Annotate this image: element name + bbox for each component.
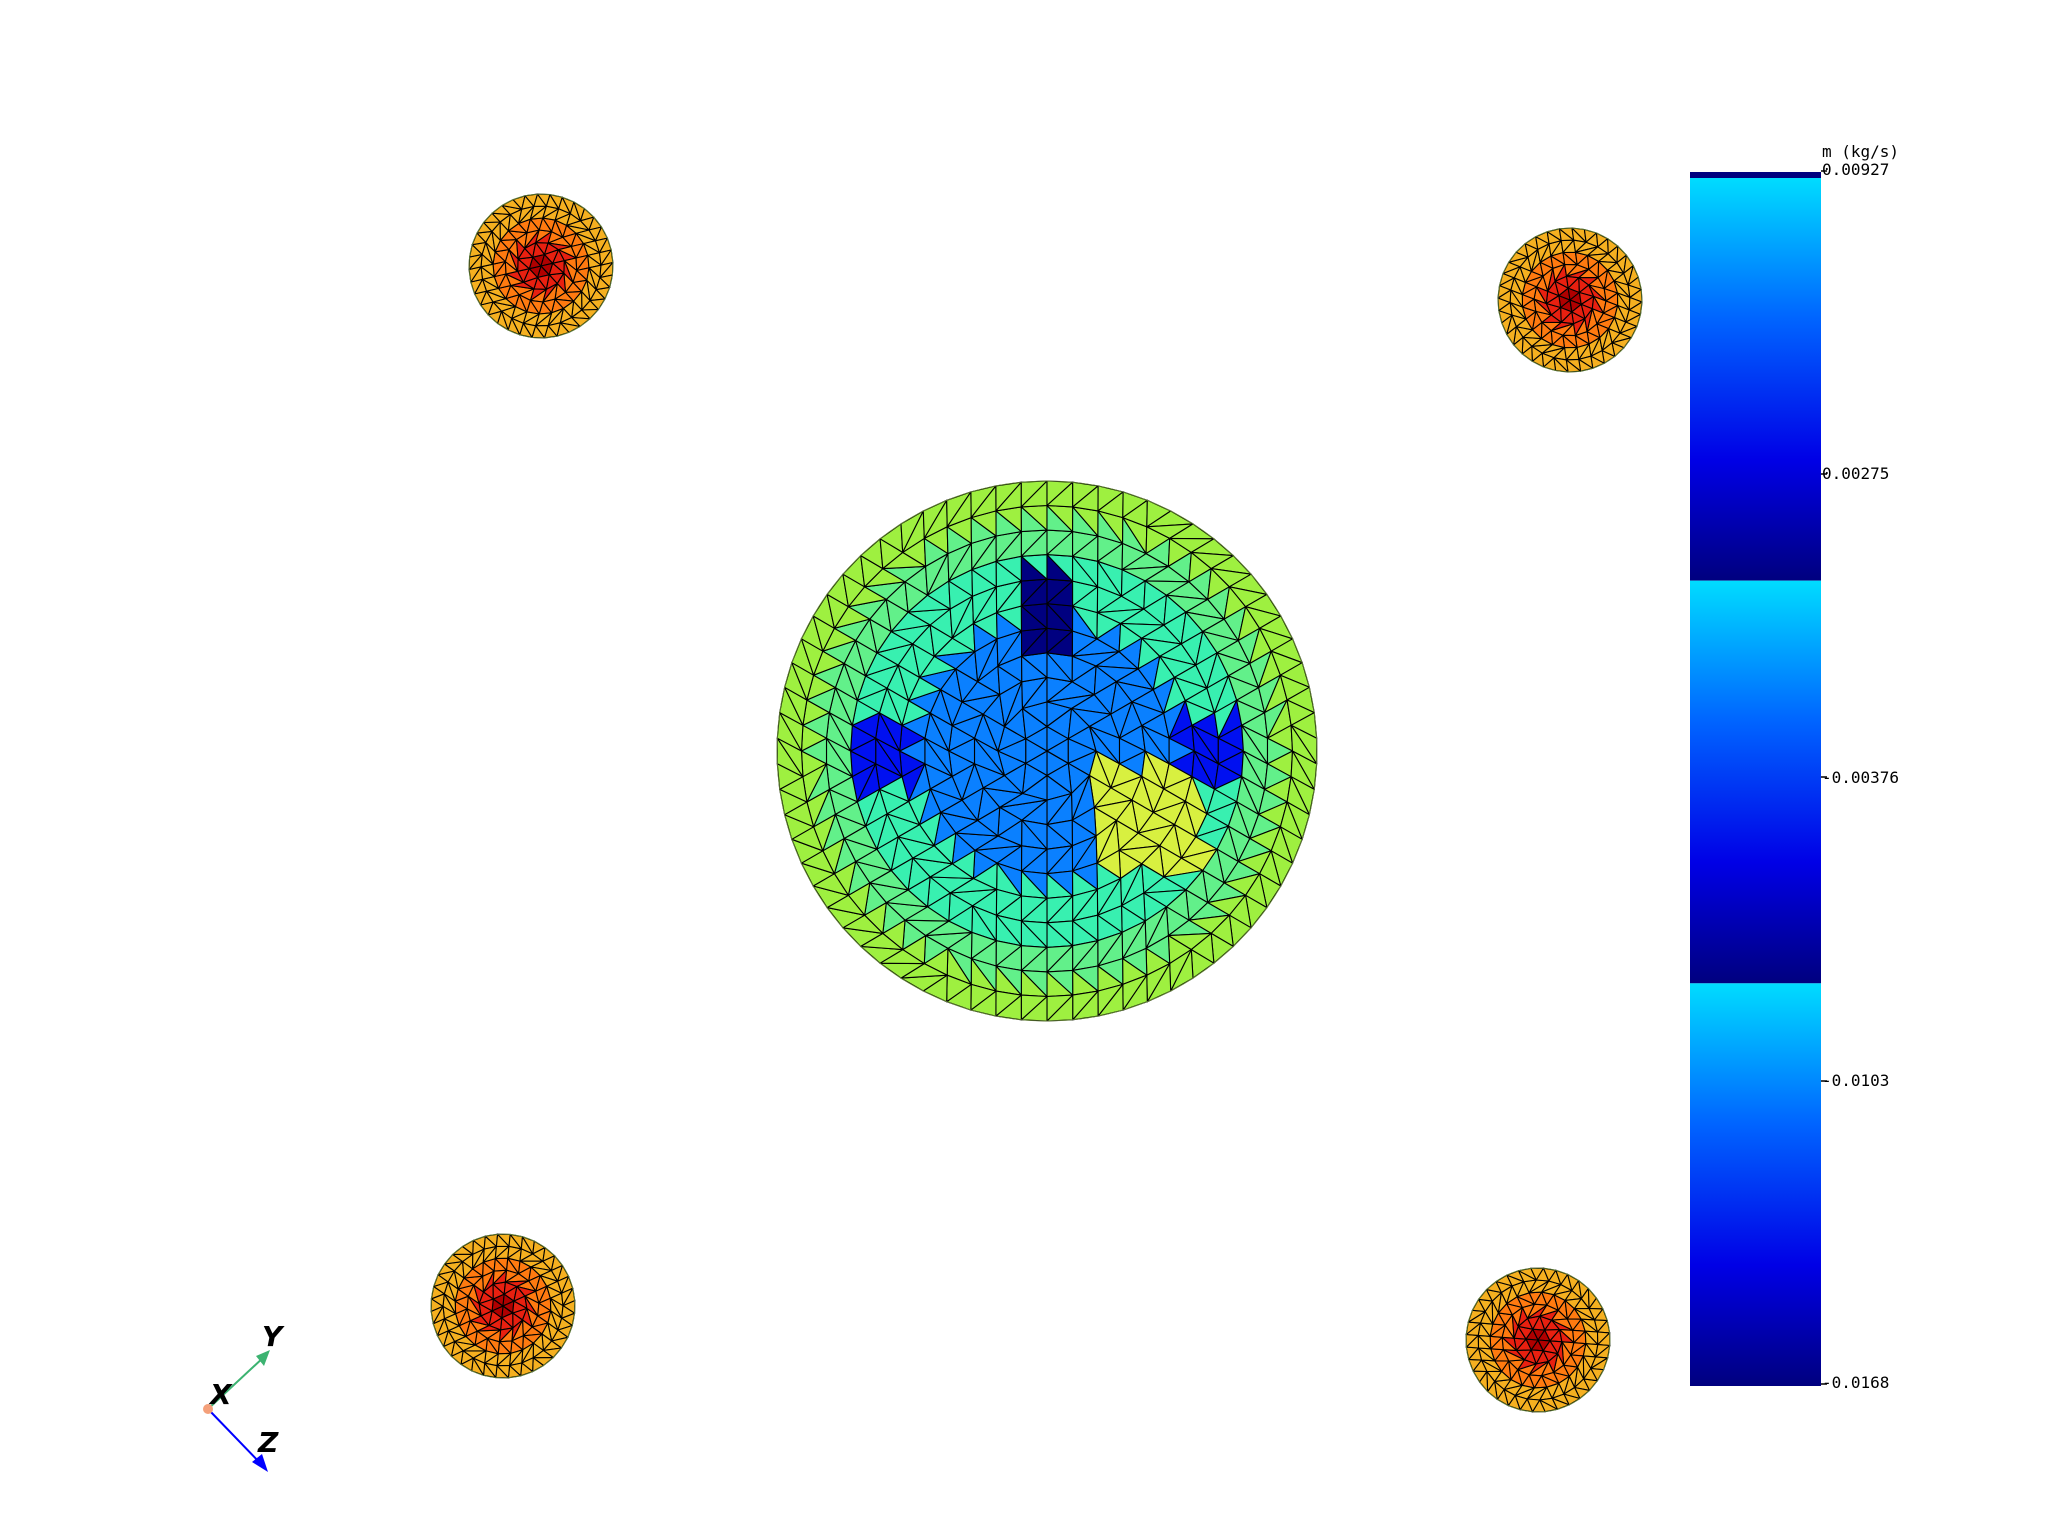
colorbar-band (1690, 580, 1821, 984)
mesh-triangle (1584, 308, 1593, 333)
mesh-triangle (537, 1302, 552, 1317)
heat-disk-bottom-right (1465, 1267, 1611, 1413)
mesh-triangle (1586, 323, 1601, 339)
colorbar-band (1690, 983, 1821, 1386)
mesh-triangle (1141, 725, 1170, 765)
mesh-triangle (1571, 303, 1586, 320)
mesh-triangle (1577, 1355, 1585, 1380)
axis-x-origin (203, 1404, 213, 1414)
mesh-triangle (1217, 737, 1244, 765)
mesh-triangle (563, 260, 574, 283)
orientation-axes: YXZ (203, 1320, 285, 1472)
colorbar-tick-label: 0.00927 (1822, 160, 1890, 179)
mesh-triangle (548, 262, 565, 276)
disk-outline (1497, 227, 1643, 373)
colorbar-tick-label: -0.00376 (1822, 768, 1900, 787)
mesh-triangle (1601, 342, 1616, 357)
disk-outline (430, 1233, 576, 1379)
mesh-triangle (1088, 725, 1121, 765)
mesh-triangle (524, 1295, 539, 1317)
mesh-triangle (549, 1297, 563, 1319)
disk-outline (468, 193, 614, 339)
axis-z-line (207, 1408, 263, 1466)
mesh-triangle (572, 269, 588, 283)
disk-outline (776, 480, 1318, 1022)
colorbar (1690, 170, 1827, 1386)
mesh-triangle (561, 1305, 576, 1319)
mesh-triangle (586, 267, 597, 291)
disk-outline (1465, 1267, 1611, 1413)
colorbar-tick-label: -0.0168 (1822, 1373, 1890, 1392)
axis-z-arrowhead (252, 1454, 268, 1472)
mesh-triangle (1599, 328, 1610, 352)
mesh-triangle (1241, 724, 1269, 765)
mesh-triangle (595, 277, 611, 291)
colorbar-tick-label: 0.00275 (1822, 464, 1890, 483)
mesh-triangle (1290, 724, 1318, 765)
mesh-triangle (1118, 737, 1146, 765)
mesh-triangle (1266, 737, 1294, 765)
mesh-triangle (1067, 738, 1097, 764)
axis-y-label: Y (262, 1320, 285, 1353)
colorbar-band (1690, 178, 1821, 581)
mesh-triangle (1542, 1340, 1559, 1355)
axis-y-arrowhead (256, 1350, 270, 1366)
mesh-triangle (1557, 1341, 1565, 1366)
mesh-triangle (1191, 724, 1219, 765)
colorbar-tick-label: -0.0103 (1822, 1071, 1890, 1090)
heat-disk-bottom-left (430, 1233, 576, 1379)
central-disk (776, 480, 1318, 1022)
mesh-triangle (1583, 1367, 1598, 1382)
mesh-triangle (1168, 737, 1195, 765)
axis-y-line (207, 1355, 266, 1410)
axis-x-label: X (208, 1378, 233, 1411)
colorbar-title: m (kg/s) (1822, 142, 1900, 161)
colorbar-cap (1690, 172, 1821, 178)
heat-disk-top-left (468, 193, 614, 339)
heat-disk-top-right (1497, 227, 1643, 373)
axis-z-label: Z (257, 1426, 279, 1459)
mesh-triangle (512, 1300, 528, 1314)
mesh-triangle (1563, 1354, 1579, 1368)
